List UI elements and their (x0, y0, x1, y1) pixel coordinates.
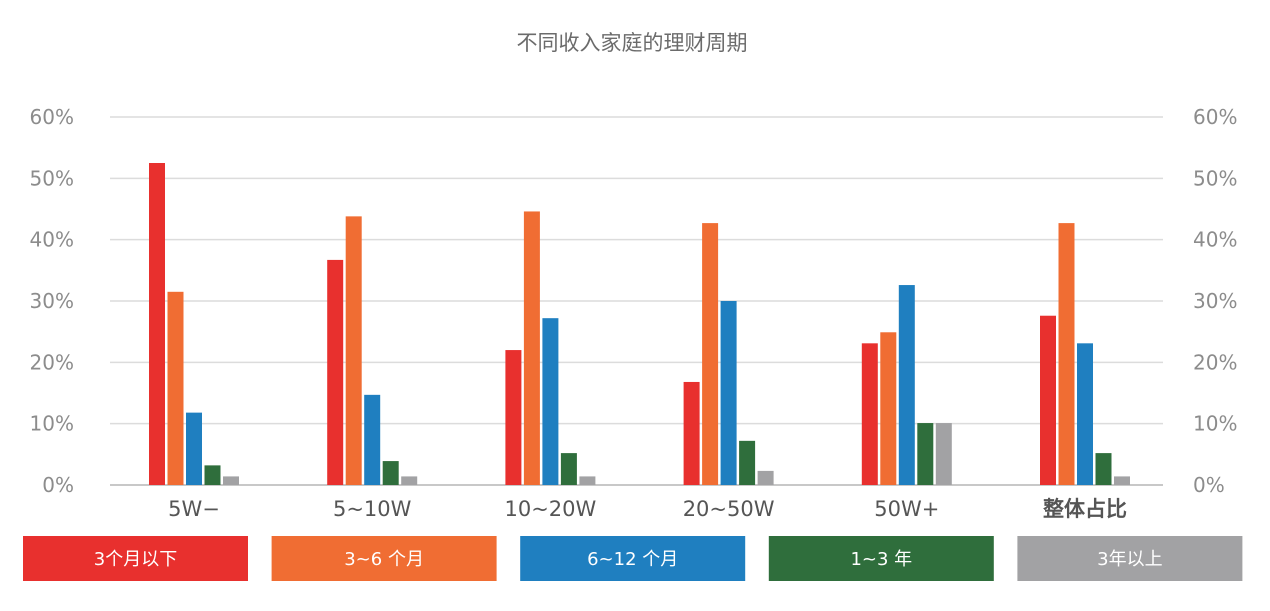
x-tick-label: 20~50W (683, 497, 775, 521)
y-tick-label-right: 20% (1193, 350, 1237, 374)
legend-label: 3年以上 (1097, 549, 1162, 570)
x-axis: 5W− 5~10W 10~20W 20~50W 50W+ 整体占比 (168, 497, 1127, 521)
bar (401, 476, 418, 485)
bar (560, 453, 577, 485)
bar (935, 423, 952, 485)
y-tick-label-right: 10% (1193, 412, 1237, 436)
bar (898, 285, 915, 485)
bar (167, 291, 184, 485)
y-tick-label-left: 40% (30, 228, 74, 252)
y-axis-right: 0% 10% 20% 30% 40% 50% 60% (1193, 105, 1237, 497)
y-tick-label-right: 50% (1193, 166, 1237, 190)
bar (364, 394, 381, 485)
chart-title: 不同收入家庭的理财周期 (517, 31, 748, 55)
bar (382, 461, 399, 485)
bar (702, 223, 719, 485)
y-tick-label-left: 10% (30, 412, 74, 436)
legend-label: 1~3 年 (850, 549, 912, 570)
x-tick-label: 50W+ (874, 497, 939, 521)
bar (327, 259, 344, 485)
x-tick-label: 整体占比 (1043, 497, 1127, 521)
bar (1114, 476, 1130, 485)
y-tick-label-left: 0% (42, 473, 74, 497)
bar (720, 301, 737, 485)
bar (149, 163, 165, 485)
legend-swatch (271, 536, 497, 581)
bar (861, 343, 878, 485)
legend-swatch (23, 536, 248, 581)
gridlines (110, 116, 1163, 486)
legend-swatch (1017, 536, 1243, 581)
legend-swatch (520, 536, 746, 581)
bar (917, 423, 934, 485)
legend-swatch (768, 536, 994, 581)
y-tick-label-left: 20% (30, 350, 74, 374)
y-tick-label-right: 0% (1193, 473, 1225, 497)
y-tick-label-right: 40% (1193, 228, 1237, 252)
bar (505, 350, 522, 485)
legend: 3个月以下 3~6 个月 6~12 个月 1~3 年 3年以上 (23, 536, 1243, 581)
y-tick-label-left: 50% (30, 166, 74, 190)
bar (186, 412, 202, 485)
bar (523, 211, 540, 485)
bar (1077, 343, 1093, 485)
x-tick-label: 5W− (168, 497, 220, 521)
bar (204, 465, 221, 485)
bar (579, 476, 596, 485)
x-tick-label: 5~10W (333, 497, 412, 521)
legend-label: 6~12 个月 (587, 549, 678, 570)
y-axis-left: 0% 10% 20% 30% 40% 50% 60% (30, 105, 74, 497)
legend-label: 3个月以下 (94, 549, 177, 570)
bar (880, 332, 897, 485)
bar (1058, 223, 1075, 485)
y-tick-label-right: 30% (1193, 289, 1237, 313)
bar (1040, 315, 1056, 485)
bar (757, 470, 774, 485)
y-tick-label-left: 60% (30, 105, 74, 129)
x-tick-label: 10~20W (504, 497, 596, 521)
y-tick-label-left: 30% (30, 289, 74, 313)
bar (542, 318, 559, 485)
bar (683, 381, 700, 485)
bar (1095, 453, 1112, 485)
bar (739, 440, 756, 485)
bar (223, 476, 239, 485)
bar (345, 216, 362, 486)
y-tick-label-right: 60% (1193, 105, 1237, 129)
bars (149, 163, 1130, 486)
legend-label: 3~6 个月 (344, 549, 424, 570)
